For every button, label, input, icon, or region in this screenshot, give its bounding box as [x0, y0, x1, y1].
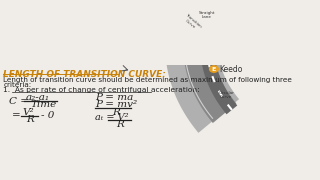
Text: Circular
Curve: Circular Curve	[218, 91, 234, 99]
Text: aₜ = V²: aₜ = V²	[95, 113, 128, 122]
Circle shape	[210, 66, 218, 72]
Text: Time: Time	[30, 100, 56, 109]
Text: =: =	[12, 111, 21, 120]
Text: criteria:: criteria:	[4, 82, 32, 88]
Text: E: E	[212, 67, 216, 72]
Text: Length of transition curve should be determined as maximum of following three: Length of transition curve should be det…	[4, 77, 292, 83]
Text: P = mv²: P = mv²	[95, 100, 137, 109]
Text: R: R	[112, 107, 120, 116]
Text: Keedo: Keedo	[219, 64, 243, 73]
Text: 1.  As per rate of change of centrifugal acceleration:: 1. As per rate of change of centrifugal …	[4, 87, 200, 93]
Text: P = ma: P = ma	[95, 93, 133, 102]
Text: a₂-a₁: a₂-a₁	[26, 93, 50, 102]
Text: C =: C =	[9, 97, 28, 106]
Text: R: R	[116, 120, 124, 129]
Text: V²: V²	[22, 108, 34, 117]
Text: - 0: - 0	[41, 111, 54, 120]
Text: Transition
Curve: Transition Curve	[181, 13, 202, 32]
Text: LENGTH OF TRANSITION CURVE:: LENGTH OF TRANSITION CURVE:	[4, 70, 166, 79]
Text: R: R	[26, 115, 34, 124]
Text: Straight
Lane: Straight Lane	[199, 11, 215, 19]
